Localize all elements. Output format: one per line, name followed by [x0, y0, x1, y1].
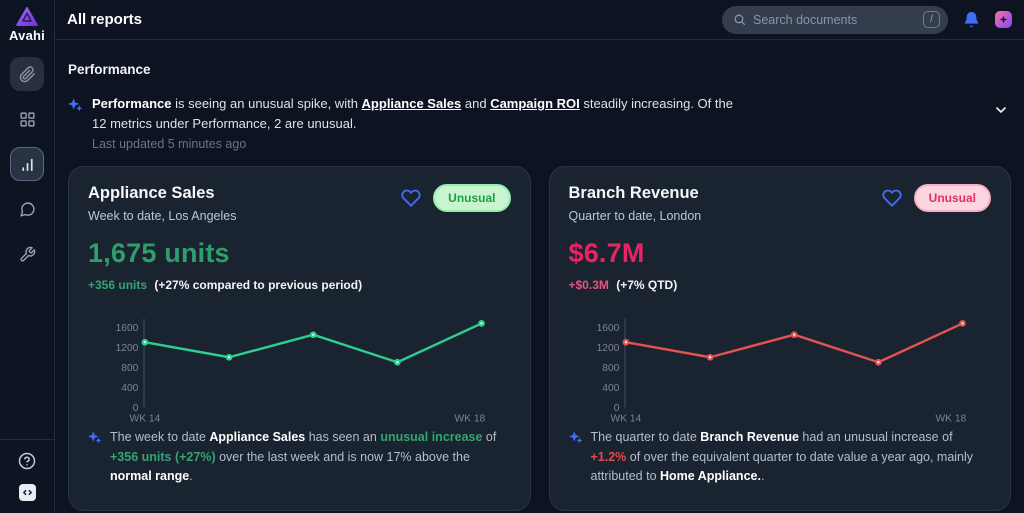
svg-text:800: 800 — [602, 363, 619, 374]
search-input[interactable] — [753, 12, 916, 27]
last-updated: Last updated 5 minutes ago — [92, 137, 247, 152]
avatar-glyph-icon — [999, 15, 1008, 24]
avahi-logo-icon — [16, 7, 38, 26]
metric-delta-note: (+7% QTD) — [616, 278, 678, 293]
chevron-down-icon — [996, 107, 1006, 113]
card-insight-text: The week to date Appliance Sales has see… — [110, 430, 497, 483]
svg-text:WK 14: WK 14 — [610, 414, 641, 425]
svg-text:800: 800 — [121, 363, 138, 374]
card-insight-text: The quarter to date Branch Revenue had a… — [590, 430, 974, 483]
bell-icon — [964, 11, 979, 28]
metric-delta-row: +$0.3M (+7% QTD) — [569, 278, 992, 292]
svg-text:1200: 1200 — [596, 343, 619, 354]
card-appliance-sales: Appliance Sales Week to date, Los Angele… — [68, 166, 531, 512]
card-title: Appliance Sales — [88, 184, 215, 203]
svg-text:400: 400 — [121, 383, 138, 394]
section-title: Performance — [68, 62, 151, 77]
performance-summary-banner: Performance is seeing an unusual spike, … — [68, 94, 1011, 151]
main-area: All reports / — [55, 0, 1024, 513]
metric-delta: +356 units — [88, 278, 148, 293]
content: Performance Performance is seeing an unu… — [55, 40, 1024, 512]
sidebar-item-attachments[interactable] — [10, 57, 44, 91]
metric-value: 1,675 units — [88, 238, 230, 269]
svg-text:1600: 1600 — [596, 323, 619, 334]
help-button[interactable] — [18, 452, 36, 470]
svg-text:WK 18: WK 18 — [935, 414, 966, 425]
svg-text:0: 0 — [133, 403, 139, 414]
paperclip-icon — [19, 65, 35, 82]
topbar-right: / — [722, 5, 1012, 34]
card-subtitle: Quarter to date, London — [568, 209, 702, 224]
svg-text:400: 400 — [602, 383, 619, 394]
chat-icon — [19, 201, 35, 217]
card-header: Appliance Sales Week to date, Los Angele… — [88, 184, 511, 223]
sidebar-item-reports[interactable] — [10, 147, 44, 181]
heart-icon — [882, 189, 902, 207]
svg-text:1200: 1200 — [116, 343, 139, 354]
collapse-button[interactable] — [993, 102, 1009, 121]
sidebar-item-tools[interactable] — [10, 237, 44, 271]
topbar: All reports / — [55, 0, 1024, 40]
status-badge: Unusual — [913, 184, 991, 213]
bar-chart-icon — [21, 158, 33, 171]
performance-summary-text-block: Performance is seeing an unusual spike, … — [92, 94, 747, 151]
search-shortcut-badge: / — [923, 11, 940, 28]
card-header: Branch Revenue Quarter to date, London U… — [568, 184, 991, 224]
svg-text:1600: 1600 — [116, 323, 139, 334]
svg-text:WK 18: WK 18 — [454, 414, 485, 425]
card-title: Branch Revenue — [568, 184, 699, 203]
avahi-logo[interactable]: Avahi — [9, 7, 45, 43]
search-icon — [734, 14, 746, 26]
wrench-icon — [19, 246, 35, 262]
avatar[interactable] — [995, 11, 1012, 28]
ai-sparkle-icon — [568, 431, 582, 444]
metric-delta-row: +356 units (+27% compared to previous pe… — [88, 278, 511, 292]
card-subtitle: Week to date, Los Angeles — [88, 209, 237, 224]
status-badge: Unusual — [433, 184, 511, 213]
ai-sparkle-icon — [88, 431, 102, 444]
brand-name: Avahi — [9, 28, 45, 43]
metric-delta: +$0.3M — [568, 278, 609, 293]
appliance-sales-chart: 0 400 800 1200 1600 WK 14 WK 18 — [116, 319, 486, 425]
sidebar-item-chat[interactable] — [10, 192, 44, 226]
sidebar: Avahi — [0, 0, 55, 513]
notifications-button[interactable] — [963, 11, 980, 28]
svg-text:WK 14: WK 14 — [130, 414, 161, 425]
ai-sparkle-icon — [68, 98, 83, 112]
card-footer: The quarter to date Branch Revenue had a… — [568, 428, 992, 496]
card-footer: The week to date Appliance Sales has see… — [88, 428, 511, 496]
performance-summary: Performance is seeing an unusual spike, … — [92, 96, 733, 132]
branch-revenue-chart: 0 400 800 1200 1600 WK 14 WK 18 — [596, 319, 966, 425]
sidebar-item-dashboard[interactable] — [10, 102, 44, 136]
metric-cards: Appliance Sales Week to date, Los Angele… — [68, 166, 1011, 512]
heart-icon — [401, 189, 421, 207]
metric-value: $6.7M — [568, 238, 645, 269]
svg-text:0: 0 — [613, 403, 619, 414]
grid-icon — [19, 111, 35, 127]
sidebar-nav — [10, 57, 44, 271]
metric-delta-note: (+27% compared to previous period) — [154, 278, 363, 293]
help-icon — [18, 452, 36, 470]
sidebar-bottom — [0, 439, 54, 513]
app-icon — [18, 484, 36, 501]
app-button[interactable] — [18, 484, 36, 501]
favorite-button[interactable] — [881, 188, 903, 208]
card-branch-revenue: Branch Revenue Quarter to date, London U… — [548, 166, 1011, 512]
favorite-button[interactable] — [400, 188, 422, 208]
page-title: All reports — [67, 11, 143, 28]
search-box[interactable]: / — [722, 5, 948, 34]
